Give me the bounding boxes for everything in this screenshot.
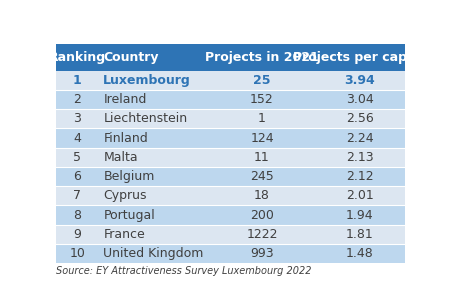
Text: Source: EY Attractiveness Survey Luxembourg 2022: Source: EY Attractiveness Survey Luxembo…	[56, 266, 312, 276]
Text: Projects in 2021: Projects in 2021	[205, 51, 319, 64]
Text: 2: 2	[73, 93, 81, 106]
FancyBboxPatch shape	[314, 90, 405, 109]
Text: 4: 4	[73, 131, 81, 145]
FancyBboxPatch shape	[210, 206, 314, 225]
Text: Portugal: Portugal	[104, 209, 155, 222]
FancyBboxPatch shape	[98, 167, 210, 186]
Text: 7: 7	[73, 189, 81, 202]
Text: 2.12: 2.12	[346, 170, 374, 183]
FancyBboxPatch shape	[210, 225, 314, 244]
Text: 5: 5	[73, 151, 81, 164]
Text: Luxembourg: Luxembourg	[104, 74, 191, 87]
FancyBboxPatch shape	[210, 90, 314, 109]
Text: 9: 9	[73, 228, 81, 241]
FancyBboxPatch shape	[210, 44, 314, 71]
Text: 245: 245	[250, 170, 274, 183]
FancyBboxPatch shape	[98, 148, 210, 167]
Text: Projects per capita: Projects per capita	[293, 51, 426, 64]
Text: 1: 1	[73, 74, 81, 87]
FancyBboxPatch shape	[56, 148, 98, 167]
FancyBboxPatch shape	[314, 71, 405, 90]
Text: 11: 11	[254, 151, 270, 164]
FancyBboxPatch shape	[56, 206, 98, 225]
Text: Belgium: Belgium	[104, 170, 155, 183]
Text: Cyprus: Cyprus	[104, 189, 147, 202]
FancyBboxPatch shape	[314, 109, 405, 128]
FancyBboxPatch shape	[314, 186, 405, 206]
FancyBboxPatch shape	[56, 225, 98, 244]
FancyBboxPatch shape	[210, 244, 314, 263]
FancyBboxPatch shape	[56, 44, 98, 71]
Text: Ranking: Ranking	[49, 51, 106, 64]
Text: Liechtenstein: Liechtenstein	[104, 112, 188, 125]
FancyBboxPatch shape	[56, 128, 98, 148]
Text: Finland: Finland	[104, 131, 148, 145]
FancyBboxPatch shape	[98, 206, 210, 225]
Text: 993: 993	[250, 247, 274, 260]
Text: 1.81: 1.81	[346, 228, 374, 241]
FancyBboxPatch shape	[98, 90, 210, 109]
Text: 1.94: 1.94	[346, 209, 374, 222]
FancyBboxPatch shape	[210, 71, 314, 90]
FancyBboxPatch shape	[314, 44, 405, 71]
FancyBboxPatch shape	[314, 225, 405, 244]
FancyBboxPatch shape	[98, 128, 210, 148]
Text: Country: Country	[104, 51, 159, 64]
FancyBboxPatch shape	[56, 167, 98, 186]
FancyBboxPatch shape	[210, 109, 314, 128]
FancyBboxPatch shape	[98, 244, 210, 263]
Text: 1.48: 1.48	[346, 247, 374, 260]
FancyBboxPatch shape	[56, 186, 98, 206]
FancyBboxPatch shape	[98, 225, 210, 244]
FancyBboxPatch shape	[56, 71, 98, 90]
FancyBboxPatch shape	[314, 148, 405, 167]
Text: 1: 1	[258, 112, 266, 125]
FancyBboxPatch shape	[98, 186, 210, 206]
FancyBboxPatch shape	[210, 167, 314, 186]
Text: 2.24: 2.24	[346, 131, 374, 145]
Text: 3: 3	[73, 112, 81, 125]
FancyBboxPatch shape	[314, 128, 405, 148]
Text: 2.01: 2.01	[346, 189, 374, 202]
Text: 200: 200	[250, 209, 274, 222]
FancyBboxPatch shape	[314, 206, 405, 225]
FancyBboxPatch shape	[210, 148, 314, 167]
FancyBboxPatch shape	[98, 109, 210, 128]
FancyBboxPatch shape	[210, 128, 314, 148]
Text: 124: 124	[250, 131, 274, 145]
FancyBboxPatch shape	[314, 244, 405, 263]
Text: France: France	[104, 228, 145, 241]
Text: 152: 152	[250, 93, 274, 106]
Text: 2.13: 2.13	[346, 151, 374, 164]
Text: Ireland: Ireland	[104, 93, 147, 106]
FancyBboxPatch shape	[56, 244, 98, 263]
Text: 6: 6	[73, 170, 81, 183]
FancyBboxPatch shape	[56, 90, 98, 109]
Text: 3.04: 3.04	[346, 93, 374, 106]
FancyBboxPatch shape	[98, 44, 210, 71]
Text: 8: 8	[73, 209, 81, 222]
FancyBboxPatch shape	[56, 109, 98, 128]
Text: 25: 25	[253, 74, 271, 87]
Text: Malta: Malta	[104, 151, 138, 164]
FancyBboxPatch shape	[210, 186, 314, 206]
Text: United Kingdom: United Kingdom	[104, 247, 204, 260]
Text: 2.56: 2.56	[346, 112, 374, 125]
Text: 3.94: 3.94	[344, 74, 375, 87]
FancyBboxPatch shape	[314, 167, 405, 186]
Text: 10: 10	[69, 247, 85, 260]
Text: 18: 18	[254, 189, 270, 202]
Text: 1222: 1222	[246, 228, 278, 241]
FancyBboxPatch shape	[98, 71, 210, 90]
